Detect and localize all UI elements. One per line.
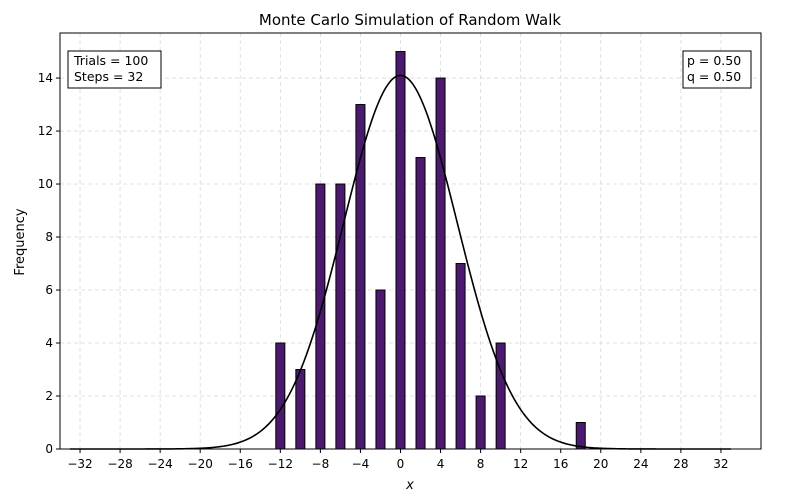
x-tick-label: 24 xyxy=(633,457,648,471)
histogram-bar xyxy=(435,77,446,450)
x-tick-label: 0 xyxy=(397,457,405,471)
y-axis-label: Frequency xyxy=(13,208,28,275)
histogram-bar xyxy=(455,263,466,450)
bars-layer xyxy=(275,51,586,450)
y-tick-label: 12 xyxy=(38,124,53,138)
chart-title: Monte Carlo Simulation of Random Walk xyxy=(259,11,561,29)
x-tick-label: −20 xyxy=(188,457,213,471)
y-tick-label: 2 xyxy=(45,389,53,403)
y-tick-label: 10 xyxy=(38,177,53,191)
histogram-bar xyxy=(575,422,586,450)
annotation-trials-steps: Trials = 100 Steps = 32 xyxy=(67,50,162,89)
histogram-bar xyxy=(475,395,486,450)
x-tick-label: 32 xyxy=(713,457,728,471)
x-axis-label: x xyxy=(405,478,414,493)
annotation-p: p = 0.50 xyxy=(687,53,741,68)
y-tick-label: 0 xyxy=(45,442,53,456)
y-tick-label: 14 xyxy=(38,71,53,85)
histogram-bar xyxy=(495,342,506,450)
y-tick-label: 4 xyxy=(45,336,53,350)
x-tick-label: −4 xyxy=(352,457,370,471)
annotation-q: q = 0.50 xyxy=(687,69,741,84)
histogram-bar xyxy=(295,369,306,450)
histogram-bar xyxy=(275,342,286,450)
histogram-bar xyxy=(395,51,406,450)
x-tick-label: −12 xyxy=(268,457,293,471)
annotation-trials: Trials = 100 xyxy=(73,53,148,68)
y-tick-label: 8 xyxy=(45,230,53,244)
x-tick-label: 8 xyxy=(477,457,485,471)
x-tick-label: 16 xyxy=(553,457,568,471)
histogram-bar xyxy=(375,289,386,450)
x-tick-label: 12 xyxy=(513,457,528,471)
x-tick-label: 28 xyxy=(673,457,688,471)
x-tick-label: −8 xyxy=(312,457,330,471)
histogram-bar xyxy=(415,157,426,450)
x-tick-label: −24 xyxy=(147,457,172,471)
y-tick-label: 6 xyxy=(45,283,53,297)
x-tick-label: 4 xyxy=(437,457,445,471)
histogram-bar xyxy=(315,183,326,450)
x-tick-label: −32 xyxy=(67,457,92,471)
x-tick-label: −16 xyxy=(228,457,253,471)
x-tick-label: 20 xyxy=(593,457,608,471)
annotation-steps: Steps = 32 xyxy=(74,69,143,84)
grid-layer xyxy=(60,33,761,450)
ticks-layer: −32 −28 −24 −20 −16 −12 −8 −4 0 4 8 12 16 20 24 28 32024… xyxy=(38,71,729,471)
annotation-box-left xyxy=(67,50,162,89)
plot-frame xyxy=(59,32,762,450)
annotation-box-right xyxy=(682,50,752,89)
x-tick-label: −28 xyxy=(107,457,132,471)
annotation-p-q: p = 0.50 q = 0.50 xyxy=(682,50,752,89)
